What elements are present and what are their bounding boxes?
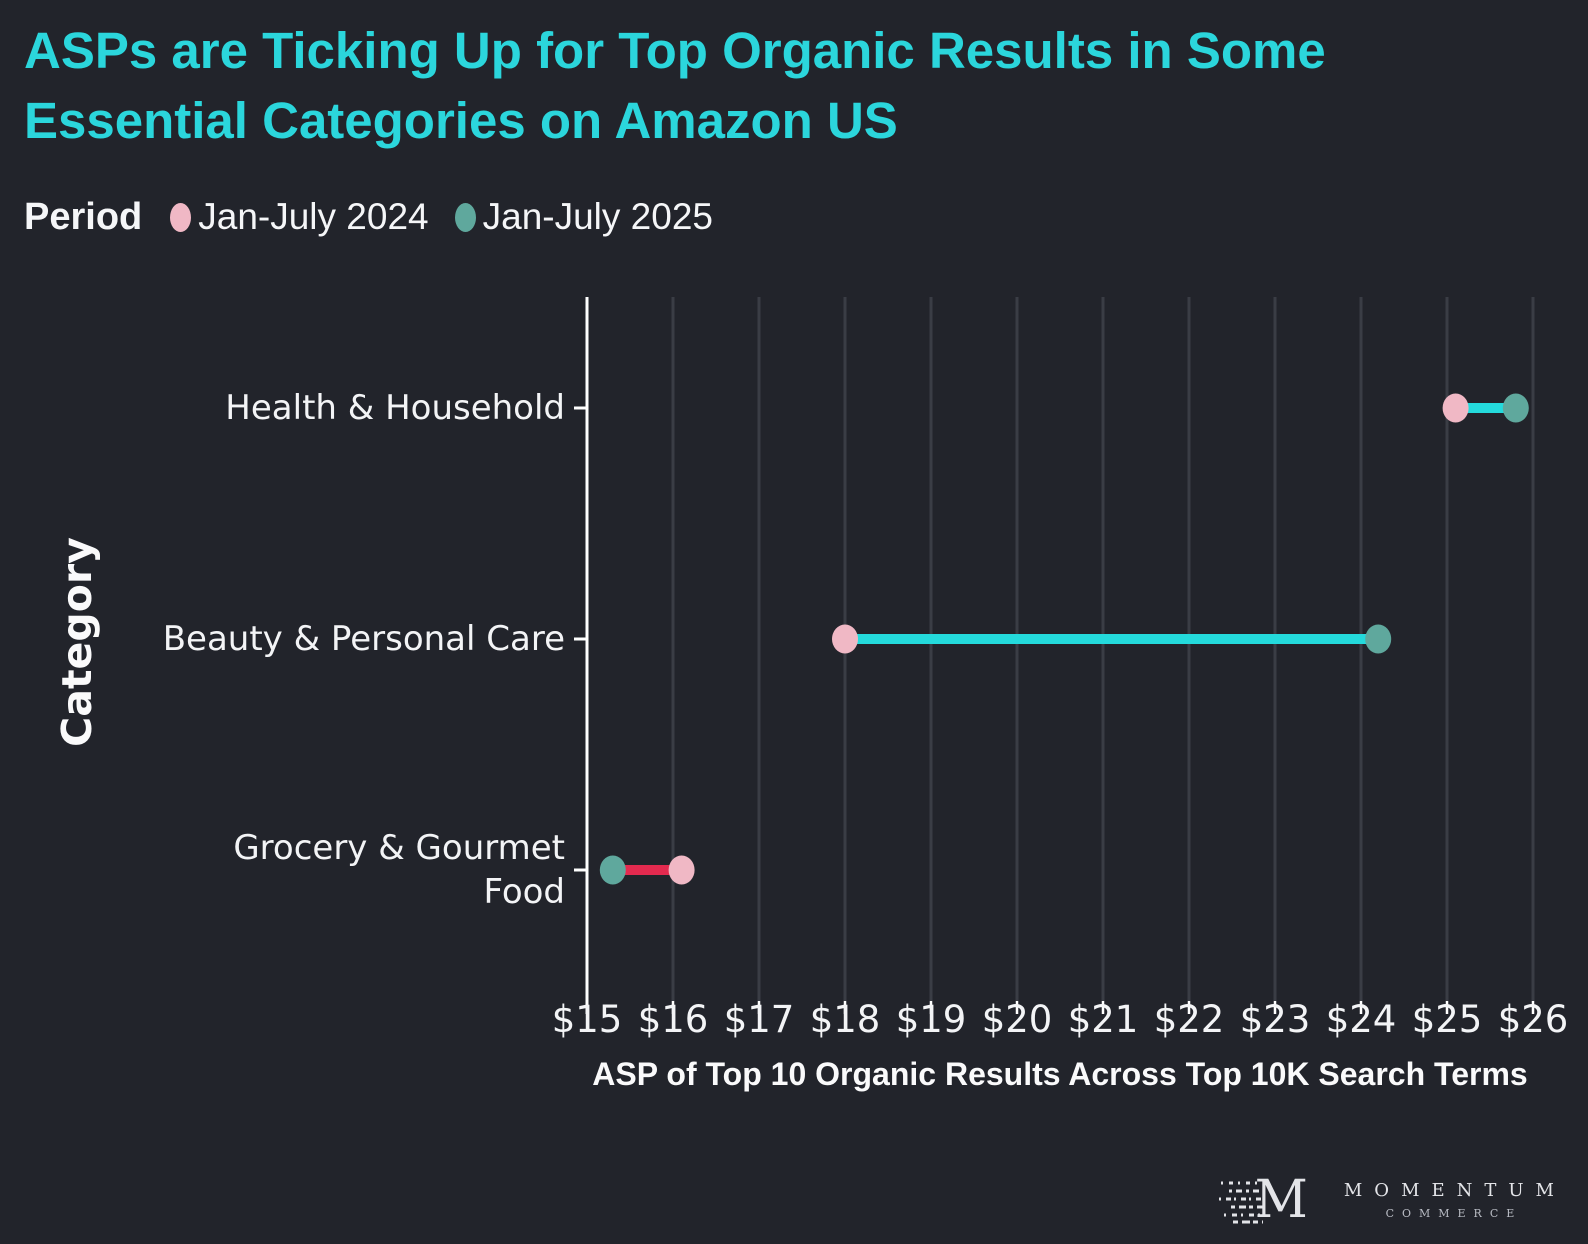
legend-label-2024: Jan-July 2024: [198, 196, 429, 237]
chart-title: ASPs are Ticking Up for Top Organic Resu…: [24, 16, 1564, 156]
x-tick-label: $23: [1239, 998, 1311, 1041]
chart-title-line2: Essential Categories on Amazon US: [24, 92, 898, 149]
logo-subtitle: COMMERCE: [1385, 1207, 1523, 1220]
legend-dot-2025-icon: [454, 202, 476, 232]
speed-lines-icon: [1218, 1181, 1263, 1224]
dot-jan-july-2024: [832, 624, 858, 654]
dot-jan-july-2025: [1502, 393, 1529, 423]
legend-title: Period: [24, 195, 143, 238]
dot-jan-july-2024: [1442, 393, 1469, 423]
legend-label-2025: Jan-July 2025: [482, 196, 713, 237]
logo-m-letter: M: [1254, 1170, 1308, 1230]
momentum-commerce-logo: M MOMENTUM COMMERCE: [1217, 1174, 1566, 1226]
y-axis-label: Grocery & Gourmet Food: [233, 828, 565, 912]
x-tick-label: $18: [809, 998, 881, 1041]
dot-jan-july-2025: [1365, 624, 1392, 654]
x-axis-title: ASP of Top 10 Organic Results Across Top…: [592, 1056, 1528, 1092]
x-tick-label: $19: [895, 998, 967, 1041]
logo-monogram: M: [1217, 1174, 1308, 1226]
x-tick-label: $26: [1497, 998, 1569, 1041]
dot-jan-july-2025: [599, 855, 626, 885]
legend-dot-2024-icon: [170, 202, 192, 232]
x-tick-label: $24: [1325, 998, 1397, 1041]
y-axis-label: Health & Household: [225, 388, 565, 428]
x-tick-label: $15: [551, 998, 623, 1041]
x-tick-label: $25: [1411, 998, 1483, 1041]
x-tick-label: $17: [723, 998, 795, 1041]
x-tick-label: $20: [981, 998, 1053, 1041]
y-axis-label: Beauty & Personal Care: [162, 619, 565, 659]
logo-name: MOMENTUM: [1343, 1180, 1566, 1201]
dot-jan-july-2024: [668, 855, 695, 885]
x-tick-label: $22: [1153, 998, 1225, 1041]
legend: Period Jan-July 2024 Jan-July 2025: [24, 192, 739, 242]
legend-item-2024: Jan-July 2024: [170, 196, 429, 238]
x-tick-label: $21: [1067, 998, 1139, 1041]
x-tick-label: $16: [637, 998, 709, 1041]
chart-title-line1: ASPs are Ticking Up for Top Organic Resu…: [24, 22, 1326, 79]
logo-wordmark: MOMENTUM COMMERCE: [1338, 1180, 1566, 1220]
legend-item-2025: Jan-July 2025: [454, 196, 713, 238]
